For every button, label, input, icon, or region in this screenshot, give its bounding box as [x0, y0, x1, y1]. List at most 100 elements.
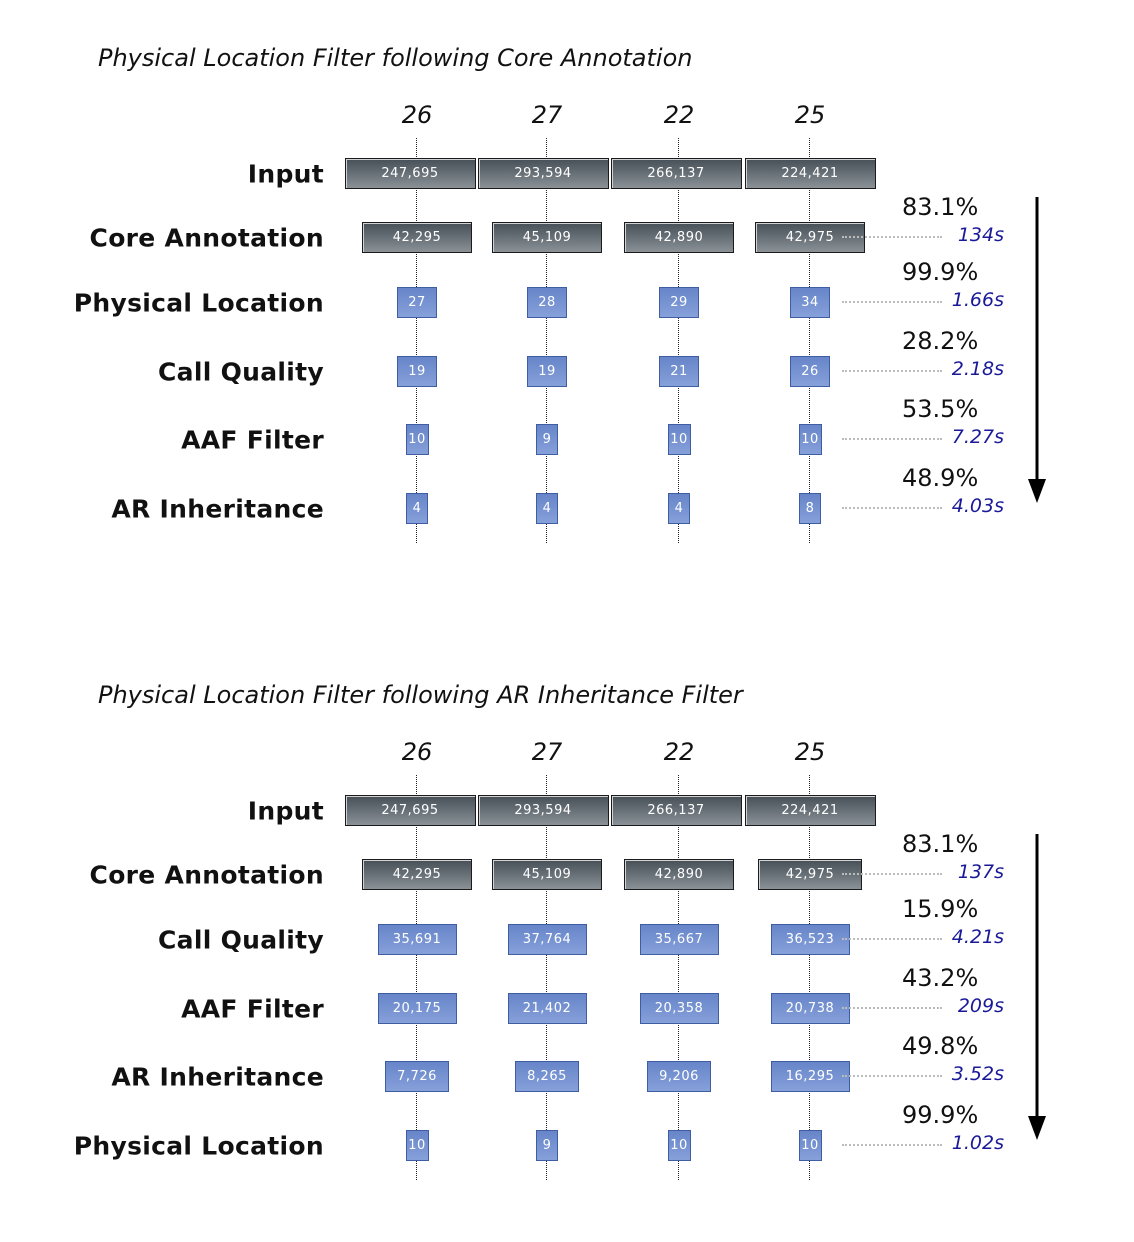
count-box: 35,667	[639, 923, 719, 955]
column-header: 26	[401, 738, 433, 766]
runtime-label: 3.52s	[951, 1063, 1004, 1085]
flow-down-arrow-icon	[1028, 197, 1046, 503]
count-box: 34	[790, 286, 830, 318]
flow-down-arrow-icon	[1028, 834, 1046, 1140]
count-box: 29	[659, 286, 699, 318]
row-label: Physical Location	[73, 1131, 324, 1161]
reduction-percent: 53.5%	[902, 395, 979, 423]
count-box: 9	[536, 423, 558, 455]
runtime-label: 1.02s	[951, 1132, 1004, 1154]
count-box: 26	[790, 355, 830, 387]
runtime-label: 1.66s	[951, 289, 1004, 311]
count-box: 37,764	[507, 923, 587, 955]
row-label: Core Annotation	[89, 860, 324, 890]
time-leader-dots	[842, 507, 942, 509]
count-box: 293,594	[477, 794, 609, 826]
count-box: 10	[405, 1129, 429, 1161]
row-label: Input	[247, 796, 324, 826]
column-guide-line	[809, 775, 810, 1180]
count-box: 45,109	[492, 221, 602, 253]
column-header: 25	[794, 101, 826, 129]
count-box: 42,890	[624, 858, 734, 890]
count-box: 35,691	[377, 923, 457, 955]
count-box: 10	[798, 423, 822, 455]
count-box: 42,295	[362, 221, 472, 253]
time-leader-dots	[842, 236, 942, 238]
count-box: 224,421	[744, 157, 876, 189]
count-box: 21,402	[507, 992, 587, 1024]
funnel-panel-core-first: Physical Location Filter following Core …	[0, 0, 1134, 605]
column-header: 22	[663, 738, 695, 766]
count-box: 21	[659, 355, 699, 387]
count-box: 4	[536, 492, 558, 524]
count-box: 10	[798, 1129, 822, 1161]
time-leader-dots	[842, 1007, 942, 1009]
time-leader-dots	[842, 938, 942, 940]
count-box: 266,137	[610, 157, 742, 189]
reduction-percent: 83.1%	[902, 830, 979, 858]
time-leader-dots	[842, 873, 942, 875]
row-label: AAF Filter	[181, 994, 324, 1024]
count-box: 224,421	[744, 794, 876, 826]
row-label: Call Quality	[158, 925, 324, 955]
column-header: 27	[531, 738, 563, 766]
count-box: 42,890	[624, 221, 734, 253]
count-box: 20,358	[639, 992, 719, 1024]
column-guide-line	[416, 138, 417, 543]
time-leader-dots	[842, 370, 942, 372]
count-box: 45,109	[492, 858, 602, 890]
column-header: 22	[663, 101, 695, 129]
column-guide-line	[678, 775, 679, 1180]
time-leader-dots	[842, 1144, 942, 1146]
count-box: 28	[527, 286, 567, 318]
count-box: 42,975	[758, 858, 862, 890]
runtime-label: 134s	[957, 224, 1004, 246]
reduction-percent: 83.1%	[902, 193, 979, 221]
column-header: 26	[401, 101, 433, 129]
funnel-panel-ar-first: Physical Location Filter following AR In…	[0, 637, 1134, 1242]
count-box: 20,738	[770, 992, 850, 1024]
column-guide-line	[416, 775, 417, 1180]
count-box: 247,695	[344, 157, 476, 189]
count-box: 16,295	[770, 1060, 850, 1092]
row-label: Physical Location	[73, 288, 324, 318]
time-leader-dots	[842, 1075, 942, 1077]
count-box: 19	[527, 355, 567, 387]
time-leader-dots	[842, 301, 942, 303]
column-guide-line	[546, 775, 547, 1180]
row-label: AR Inheritance	[111, 1062, 324, 1092]
runtime-label: 137s	[957, 861, 1004, 883]
count-box: 10	[667, 1129, 691, 1161]
reduction-percent: 49.8%	[902, 1032, 979, 1060]
time-leader-dots	[842, 438, 942, 440]
reduction-percent: 43.2%	[902, 964, 979, 992]
reduction-percent: 48.9%	[902, 464, 979, 492]
count-box: 27	[397, 286, 437, 318]
count-box: 9,206	[647, 1060, 711, 1092]
row-label: Input	[247, 159, 324, 189]
row-label: AAF Filter	[181, 425, 324, 455]
column-guide-line	[678, 138, 679, 543]
row-label: AR Inheritance	[111, 494, 324, 524]
row-label: Call Quality	[158, 357, 324, 387]
runtime-label: 2.18s	[951, 358, 1004, 380]
reduction-percent: 28.2%	[902, 327, 979, 355]
count-box: 10	[405, 423, 429, 455]
count-box: 266,137	[610, 794, 742, 826]
runtime-label: 4.03s	[951, 495, 1004, 517]
row-label: Core Annotation	[89, 223, 324, 253]
count-box: 20,175	[377, 992, 457, 1024]
reduction-percent: 99.9%	[902, 1101, 979, 1129]
count-box: 8	[799, 492, 821, 524]
count-box: 10	[667, 423, 691, 455]
reduction-percent: 99.9%	[902, 258, 979, 286]
column-guide-line	[546, 138, 547, 543]
count-box: 247,695	[344, 794, 476, 826]
column-header: 25	[794, 738, 826, 766]
count-box: 9	[536, 1129, 558, 1161]
count-box: 36,523	[770, 923, 850, 955]
count-box: 293,594	[477, 157, 609, 189]
count-box: 42,295	[362, 858, 472, 890]
count-box: 4	[668, 492, 690, 524]
count-box: 7,726	[385, 1060, 449, 1092]
